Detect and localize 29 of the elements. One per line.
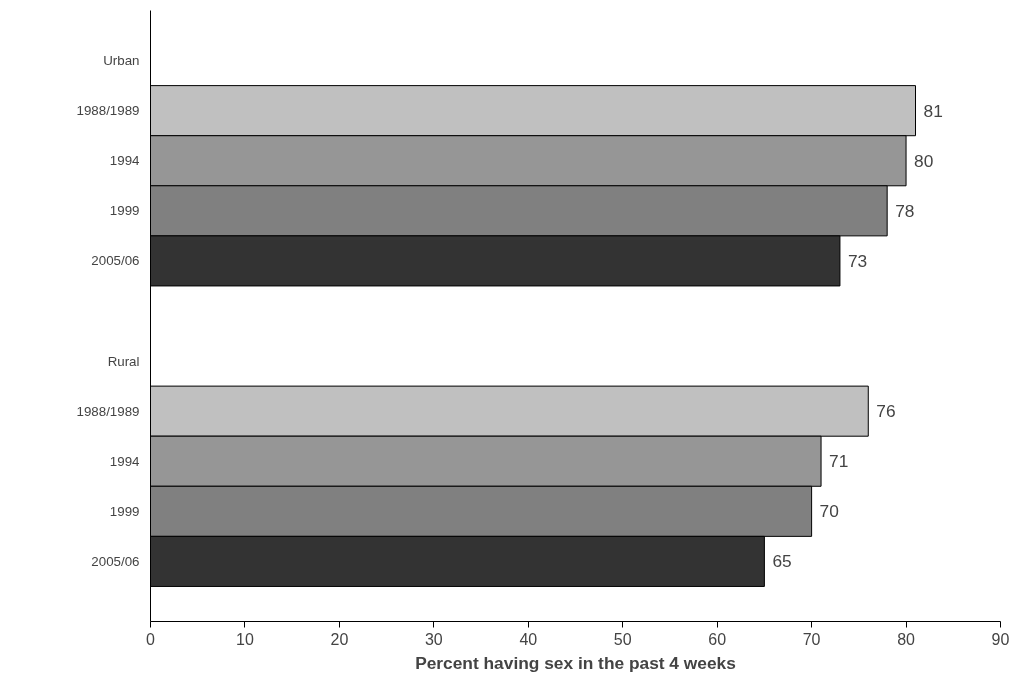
x-tick-label: 40 <box>519 630 538 648</box>
data-label: 80 <box>914 150 934 171</box>
y-tick-label: 1999 <box>109 203 140 219</box>
y-tick-label: Rural <box>107 353 140 369</box>
data-label: 76 <box>876 401 896 422</box>
y-tick-label: 1994 <box>109 153 141 169</box>
y-tick-label: 2005/06 <box>91 553 140 569</box>
data-label: 65 <box>772 551 792 572</box>
data-label: 78 <box>895 200 915 221</box>
x-axis-title: Percent having sex in the past 4 weeks <box>415 652 736 673</box>
data-label: 81 <box>923 100 943 121</box>
y-tick-label: Urban <box>103 53 140 69</box>
x-tick-label: 60 <box>708 630 727 648</box>
y-tick-label: 2005/06 <box>91 253 140 269</box>
x-tick-label: 50 <box>613 630 632 648</box>
x-tick-label: 80 <box>897 630 916 648</box>
x-tick-label: 10 <box>236 630 254 648</box>
y-tick-label: 1988/1989 <box>76 403 140 419</box>
data-label: 70 <box>819 501 839 522</box>
x-tick-label: 30 <box>424 630 443 648</box>
data-label: 73 <box>847 250 868 271</box>
data-label: 71 <box>829 451 849 472</box>
y-tick-label: 1994 <box>109 453 141 469</box>
x-tick-label: 0 <box>146 630 156 648</box>
y-tick-label: 1999 <box>109 503 140 519</box>
x-tick-label: 70 <box>802 630 821 648</box>
y-tick-label: 1988/1989 <box>76 103 140 119</box>
x-tick-label: 20 <box>330 630 349 648</box>
x-tick-label: 90 <box>991 630 1010 648</box>
